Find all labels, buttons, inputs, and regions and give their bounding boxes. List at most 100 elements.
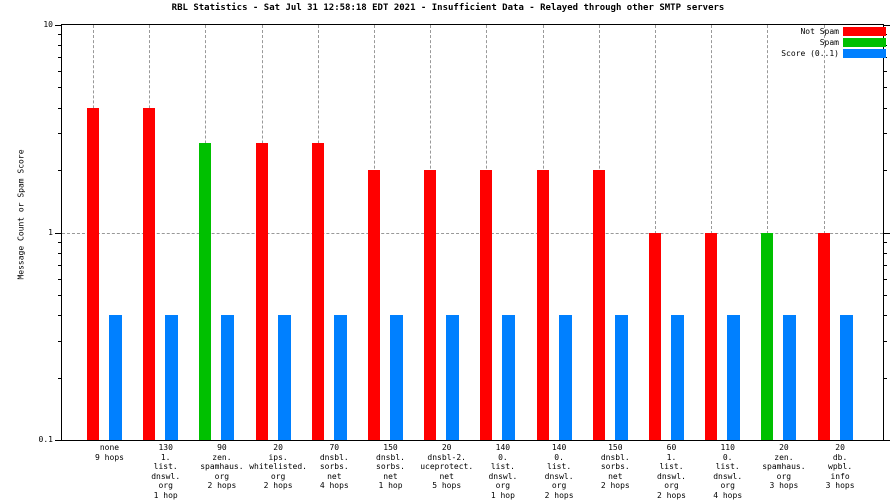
x-tick-label-line: sorbs. xyxy=(376,462,405,472)
chart-title: RBL Statistics - Sat Jul 31 12:58:18 EDT… xyxy=(171,3,725,13)
x-tick-label-line: info xyxy=(830,471,850,481)
x-tick-label-line: dnswl. xyxy=(488,471,518,481)
x-tick-label-line: org xyxy=(551,481,567,491)
bar-spam-score xyxy=(727,315,740,440)
legend-color-swatch xyxy=(843,27,886,36)
y-tick-minor xyxy=(883,241,887,243)
y-tick-minor xyxy=(883,71,887,73)
y-tick-minor xyxy=(58,45,62,47)
y-tick-minor xyxy=(58,241,62,243)
y-tick-minor xyxy=(58,170,62,172)
y-tick-minor xyxy=(58,252,62,254)
legend-color-swatch xyxy=(843,38,886,47)
y-tick-minor xyxy=(58,107,62,109)
x-tick-label-line: org xyxy=(495,481,511,491)
x-tick-label-line: spamhaus. xyxy=(200,462,244,472)
y-tick-minor xyxy=(883,294,887,296)
bar-message-count xyxy=(199,143,211,440)
x-tick-label: 130 1. list. dnswl. org 1 hop xyxy=(126,443,206,501)
x-tick-label-line: 2 hops xyxy=(600,481,630,491)
x-tick-label: 140 0. list. dnswl. org 2 hops xyxy=(519,443,599,501)
y-tick-mark xyxy=(883,232,890,234)
x-tick-label-line: org xyxy=(664,481,679,491)
y-tick-minor xyxy=(58,278,62,280)
x-tick-label-line: sorbs. xyxy=(319,462,349,472)
y-tick-minor xyxy=(58,340,62,342)
y-tick-minor xyxy=(58,294,62,296)
y-tick-minor xyxy=(58,133,62,135)
x-tick-label-line: list. xyxy=(715,462,740,472)
x-tick-label-line: 0. xyxy=(554,452,564,462)
bar-spam-score xyxy=(559,315,572,440)
x-tick-label-line: 110 xyxy=(720,443,735,452)
x-tick-label-line: uceprotect. xyxy=(420,462,474,472)
x-tick-label-line: 20 xyxy=(835,443,845,452)
x-tick-label-line: net xyxy=(383,471,398,481)
y-tick-minor xyxy=(58,87,62,89)
y-tick-mark xyxy=(55,440,62,441)
y-tick-minor xyxy=(58,71,62,73)
x-tick-label-line: 9 hops xyxy=(95,452,124,462)
bar-message-count xyxy=(368,170,380,440)
x-tick-label-line: 150 xyxy=(608,443,623,452)
y-tick-mark xyxy=(55,232,62,234)
x-tick-label-line: net xyxy=(439,471,454,481)
x-tick-label-line: 2 hops xyxy=(263,481,293,491)
x-tick-label: 110 0. list. dnswl. org 4 hops xyxy=(688,443,768,501)
legend-item: Spam xyxy=(820,38,886,47)
x-tick-label-line: 2 hops xyxy=(657,490,686,500)
chart-legend: Not Spam Spam Score (0..1) xyxy=(781,27,886,58)
x-tick-label: none 9 hops xyxy=(70,443,150,462)
x-tick-label-line: none xyxy=(99,443,120,452)
bar-spam-score xyxy=(390,315,403,440)
x-tick-label-line: 2 hops xyxy=(544,490,574,500)
bar-message-count xyxy=(256,143,268,440)
x-tick-label: 20 dnsbl-2. uceprotect. net 5 hops xyxy=(407,443,487,491)
y-tick-minor xyxy=(58,377,62,379)
bar-message-count xyxy=(537,170,549,440)
x-tick-label-line: dnswl. xyxy=(657,471,686,481)
x-tick-label-line: 1. xyxy=(666,452,677,462)
x-tick-label: 90 zen. spamhaus. org 2 hops xyxy=(182,443,262,491)
x-tick-label-line: wpbl. xyxy=(828,462,853,472)
x-tick-label-line: dnsbl. xyxy=(319,452,349,462)
legend-label: Not Spam xyxy=(800,27,839,36)
x-tick-label-line: org xyxy=(776,471,792,481)
bar-spam-score xyxy=(165,315,178,440)
legend-label: Spam xyxy=(819,38,839,47)
y-tick-minor xyxy=(883,377,887,379)
x-tick-label-line: 140 xyxy=(495,443,511,452)
y-tick-mark xyxy=(55,25,62,26)
x-tick-label-line: 20 xyxy=(273,443,283,452)
x-tick-label-line: 2 hops xyxy=(207,481,237,491)
y-tick-minor xyxy=(883,87,887,89)
bar-message-count xyxy=(705,232,717,440)
x-tick-label-line: 0. xyxy=(722,452,733,462)
y-tick-minor xyxy=(883,107,887,109)
gridline-horizontal xyxy=(62,232,883,234)
bar-spam-score xyxy=(671,315,684,440)
bar-spam-score xyxy=(278,315,291,440)
x-tick-label-line: 1 hop xyxy=(378,481,403,491)
x-tick-label-line: list. xyxy=(547,462,572,472)
x-tick-label-line: 5 hops xyxy=(432,481,462,491)
x-tick-label-line: 20 xyxy=(779,443,789,452)
x-tick-label-line: zen. xyxy=(774,452,794,462)
y-axis-title: Message Count or Spam Score xyxy=(16,149,26,280)
legend-item: Not Spam xyxy=(800,27,886,36)
bar-message-count xyxy=(480,170,492,440)
x-tick-label-line: 4 hops xyxy=(319,481,349,491)
bar-message-count xyxy=(312,143,324,440)
y-tick-minor xyxy=(883,340,887,342)
bar-spam-score xyxy=(615,315,628,440)
y-tick-minor xyxy=(883,252,887,254)
x-tick-label-line: 3 hops xyxy=(769,481,799,491)
x-tick-label-line: net xyxy=(608,471,623,481)
x-tick-label-line: dnsbl. xyxy=(376,452,405,462)
bar-spam-score xyxy=(502,315,515,440)
x-tick-label-line: 20 xyxy=(441,443,452,452)
plot-area: 10 1 0.1 xyxy=(39,21,890,444)
x-tick-label-line: list. xyxy=(153,462,178,472)
x-tick-label: 140 0. list. dnswl. org 1 hop xyxy=(463,443,543,501)
